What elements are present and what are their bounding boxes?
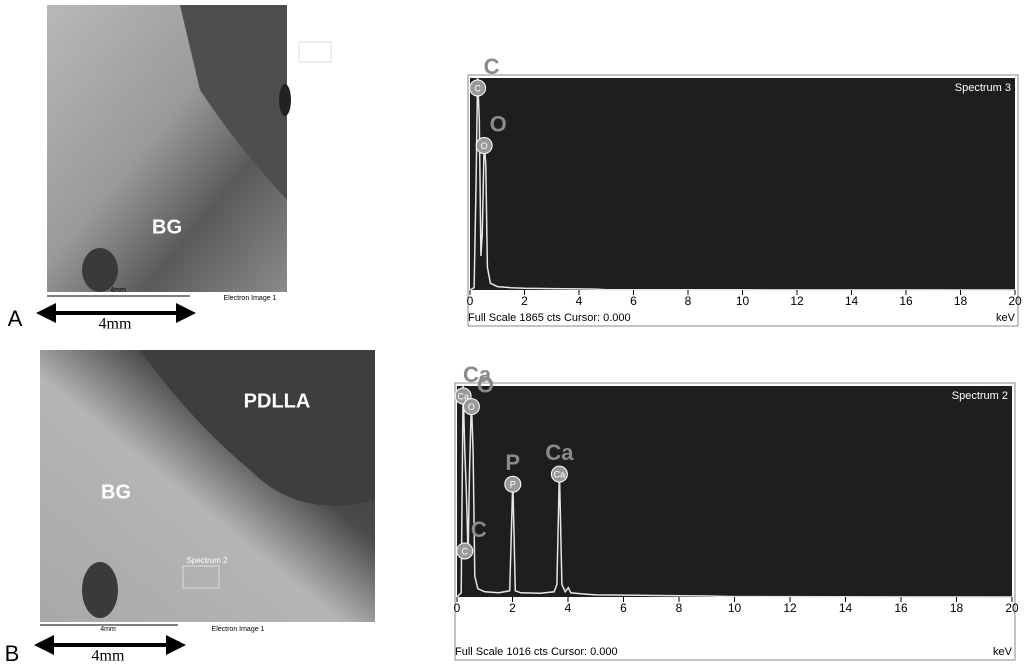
image-caption: Electron Image 1: [212, 626, 265, 633]
peak-marker-label: O: [481, 141, 488, 151]
footer: Full Scale 1016 cts Cursor: 0.000: [455, 646, 618, 658]
footer: Full Scale 1865 cts Cursor: 0.000: [468, 312, 631, 324]
sem-image-a: Spectrum 3 BG 4mm Electron Image 1 4mm A: [8, 5, 338, 333]
x-tick-label: 6: [630, 294, 637, 308]
x-tick-label: 20: [1005, 601, 1019, 615]
plot-area: [470, 78, 1015, 290]
x-tick-label: 12: [783, 601, 797, 615]
x-tick-label: 0: [467, 294, 474, 308]
peak-marker-label: C: [474, 83, 481, 93]
x-axis-label: keV: [993, 646, 1013, 658]
x-tick-label: 2: [521, 294, 528, 308]
plot-area: [457, 386, 1012, 597]
peak-label: O: [490, 111, 507, 136]
x-tick-label: 8: [676, 601, 683, 615]
image-caption: Electron Image 1: [224, 295, 277, 302]
peak-marker-label: O: [468, 402, 475, 412]
peak-label: C: [471, 517, 487, 542]
x-tick-label: 0: [454, 601, 461, 615]
peak-label: O: [477, 372, 494, 397]
x-tick-label: 8: [685, 294, 692, 308]
figure: Spectrum 3 BG 4mm Electron Image 1 4mm A…: [0, 0, 1026, 666]
peak-marker-label: Ca: [554, 469, 566, 479]
region-label: BG: [152, 216, 182, 238]
peak-label: Ca: [545, 440, 574, 465]
arrow-label: 4mm: [99, 316, 132, 333]
peak-label: P: [505, 450, 520, 475]
scale-bar-label: 4mm: [100, 626, 116, 633]
x-tick-label: 18: [950, 601, 964, 615]
region-label: PDLLA: [244, 390, 311, 412]
x-tick-label: 20: [1008, 294, 1022, 308]
x-tick-label: 16: [894, 601, 908, 615]
x-tick-label: 10: [728, 601, 742, 615]
arrow-label: 4mm: [92, 648, 125, 665]
sem-image-b: Spectrum 2 BG PDLLA 4mm Electron Image 1…: [5, 350, 375, 666]
x-tick-label: 6: [620, 601, 627, 615]
region-label: BG: [101, 481, 131, 503]
x-tick-label: 18: [954, 294, 968, 308]
peak-marker-label: P: [510, 480, 516, 490]
spectrum-title: Spectrum 2: [952, 390, 1008, 402]
peak-label: C: [484, 54, 500, 79]
x-axis-label: keV: [996, 312, 1016, 324]
x-tick-label: 10: [736, 294, 750, 308]
peak-marker-label: C: [462, 546, 469, 556]
spectrum-title: Spectrum 3: [955, 82, 1011, 94]
scale-bar-label: 4mm: [110, 287, 126, 294]
page: Spectrum 3 BG 4mm Electron Image 1 4mm A…: [0, 0, 1026, 666]
spectrum-box-label: Spectrum 3: [297, 31, 338, 40]
x-tick-label: 4: [576, 294, 583, 308]
x-tick-label: 4: [565, 601, 572, 615]
x-tick-label: 14: [839, 601, 853, 615]
panel-label: B: [5, 641, 20, 666]
x-tick-label: 12: [790, 294, 804, 308]
x-tick-label: 14: [845, 294, 859, 308]
x-tick-label: 2: [509, 601, 516, 615]
spectrum-box-label: Spectrum 2: [187, 556, 228, 565]
panel-label: A: [8, 306, 23, 331]
x-tick-label: 16: [899, 294, 913, 308]
